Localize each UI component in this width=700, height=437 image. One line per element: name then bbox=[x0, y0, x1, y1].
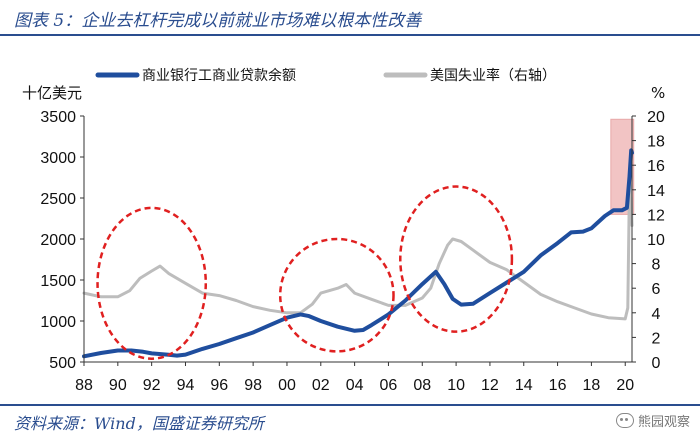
source-note: 资料来源：Wind，国盛证券研究所 bbox=[14, 414, 264, 433]
x-tick-label: 02 bbox=[312, 377, 330, 394]
left-axis-unit: 十亿美元 bbox=[22, 84, 82, 102]
wechat-icon bbox=[615, 413, 634, 428]
watermark: 熊园观察 bbox=[615, 411, 690, 430]
x-tick-label: 08 bbox=[413, 377, 431, 394]
series-line-loans bbox=[82, 148, 634, 359]
x-tick-label: 18 bbox=[583, 377, 601, 394]
recession-ellipse-1 bbox=[96, 206, 208, 360]
right-tick-label: 14 bbox=[647, 183, 665, 200]
x-tick-label: 98 bbox=[244, 377, 262, 394]
x-tick-label: 10 bbox=[447, 377, 465, 394]
left-tick-label: 2000 bbox=[40, 232, 76, 249]
legend: 商业银行工商业贷款余额 美国失业率（右轴） bbox=[95, 67, 556, 84]
right-axis-unit: % bbox=[651, 84, 665, 102]
chart-title: 图表 5：企业去杠杆完成以前就业市场难以根本性改善 bbox=[14, 11, 422, 31]
x-tick-label: 14 bbox=[515, 377, 533, 394]
x-tick-label: 92 bbox=[143, 377, 161, 394]
x-tick-label: 96 bbox=[210, 377, 228, 394]
x-tick-label: 90 bbox=[109, 377, 127, 394]
x-tick-label: 04 bbox=[346, 377, 364, 394]
x-tick-label: 00 bbox=[278, 377, 296, 394]
legend-label-loans: 商业银行工商业贷款余额 bbox=[142, 67, 296, 84]
axis-layer: 5001000150020002500300035000246810121416… bbox=[40, 109, 665, 394]
right-tick-label: 8 bbox=[652, 257, 661, 274]
left-tick-label: 500 bbox=[49, 355, 76, 372]
x-tick-label: 20 bbox=[616, 377, 634, 394]
right-tick-label: 0 bbox=[652, 355, 661, 372]
x-tick-label: 06 bbox=[380, 377, 398, 394]
series-line-unemployment bbox=[82, 179, 634, 321]
left-tick-label: 3000 bbox=[40, 150, 76, 167]
left-tick-label: 2500 bbox=[40, 191, 76, 208]
x-tick-label: 16 bbox=[549, 377, 567, 394]
title-rule bbox=[0, 34, 700, 36]
chart-area: 5001000150020002500300035000246810121416… bbox=[22, 67, 665, 394]
left-tick-label: 1500 bbox=[40, 273, 76, 290]
footer-rule bbox=[0, 404, 700, 406]
right-tick-label: 16 bbox=[647, 158, 665, 175]
right-tick-label: 10 bbox=[647, 232, 665, 249]
x-tick-label: 94 bbox=[177, 377, 195, 394]
x-tick-label: 88 bbox=[75, 377, 93, 394]
watermark-text: 熊园观察 bbox=[637, 415, 690, 430]
right-tick-label: 20 bbox=[647, 109, 665, 126]
right-tick-label: 6 bbox=[652, 281, 661, 298]
right-tick-label: 12 bbox=[647, 207, 665, 224]
right-tick-label: 4 bbox=[652, 306, 661, 323]
recession-ellipse-2 bbox=[278, 237, 395, 353]
series-layer bbox=[82, 148, 634, 359]
recession-ellipse-3 bbox=[399, 185, 514, 333]
left-tick-label: 3500 bbox=[40, 109, 76, 126]
right-tick-label: 2 bbox=[652, 330, 661, 347]
left-tick-label: 1000 bbox=[40, 314, 76, 331]
legend-label-unemployment: 美国失业率（右轴） bbox=[430, 67, 556, 84]
right-tick-label: 18 bbox=[647, 134, 665, 151]
x-tick-label: 12 bbox=[481, 377, 499, 394]
